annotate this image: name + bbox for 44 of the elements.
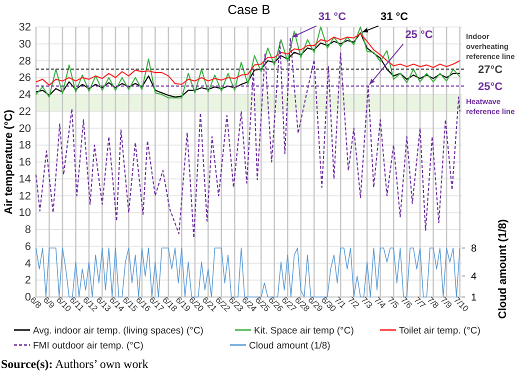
y-tick-label: 26 xyxy=(18,72,31,84)
legend-label: Avg. indoor air temp. (living spaces) (°C) xyxy=(33,326,204,336)
y-axis-title: Air temperature (°C) xyxy=(3,109,15,214)
y-tick-label: 18 xyxy=(18,140,31,152)
y2-axis-title: Cloud amount (1/8) xyxy=(497,218,509,319)
y2-tick-label: 8 xyxy=(471,244,477,255)
x-tick-label: 7/3 xyxy=(359,294,375,310)
y-tick-label: 8 xyxy=(24,224,31,236)
y-tick-label: 6 xyxy=(24,240,31,253)
y-tick-label: 28 xyxy=(18,55,31,68)
legend-label: Cloud amount (1/8) xyxy=(249,340,330,352)
y-tick-label: 12 xyxy=(18,190,31,202)
y-tick-label: 4 xyxy=(24,258,31,270)
x-tick-label: 7/9 xyxy=(438,294,454,310)
x-tick-label: 7/4 xyxy=(372,294,388,310)
y-tick-label: 24 xyxy=(18,89,31,102)
x-tick-label: 6/9 xyxy=(41,294,58,310)
y-tick-label: 16 xyxy=(18,156,31,169)
y-tick-label: 20 xyxy=(18,122,31,135)
y-tick-label: 30 xyxy=(18,38,31,50)
y-tick-label: 2 xyxy=(24,274,31,287)
chart-title: Case B xyxy=(228,2,270,17)
y-tick-label: 10 xyxy=(18,207,31,220)
x-tick-label: 7/6 xyxy=(398,294,415,310)
annotation: 25 °C xyxy=(405,29,433,42)
y-tick-label: 22 xyxy=(18,106,31,118)
legend-label: Kit. Space air temp (°C) xyxy=(254,326,354,336)
y-tick-label: 32 xyxy=(18,22,31,34)
annotation: 31 °C xyxy=(318,10,346,23)
annotation: 31 °C xyxy=(380,10,408,23)
x-tick-label: 7/8 xyxy=(425,294,442,310)
ref-line-label: 25°C xyxy=(478,81,503,94)
y2-tick-label: 1 xyxy=(471,292,477,304)
legend-label: FMI outdoor air temp. (°C) xyxy=(33,340,144,352)
legend-label: Toilet air temp. (°C) xyxy=(399,326,480,336)
ref-line-label: 27°C xyxy=(478,64,503,76)
x-tick-label: 7/5 xyxy=(386,294,402,310)
source-note: Source(s): Authors’ own work xyxy=(1,357,148,371)
x-tick-label: 7/2 xyxy=(346,294,362,310)
x-tick-label: 7/7 xyxy=(412,294,428,310)
line-series xyxy=(36,248,460,298)
y-tick-label: 14 xyxy=(18,173,31,186)
y-tick-label: 0 xyxy=(24,292,31,304)
y2-tick-label: 4 xyxy=(471,272,477,283)
